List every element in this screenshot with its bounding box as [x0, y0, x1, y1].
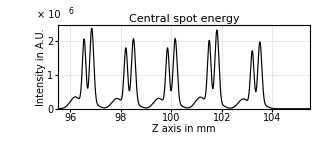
Text: 6: 6 [69, 7, 74, 16]
X-axis label: Z axis in mm: Z axis in mm [152, 124, 216, 134]
Text: × 10: × 10 [37, 10, 61, 20]
Title: Central spot energy: Central spot energy [129, 14, 239, 24]
Y-axis label: Intensity in A.U.: Intensity in A.U. [36, 28, 46, 106]
